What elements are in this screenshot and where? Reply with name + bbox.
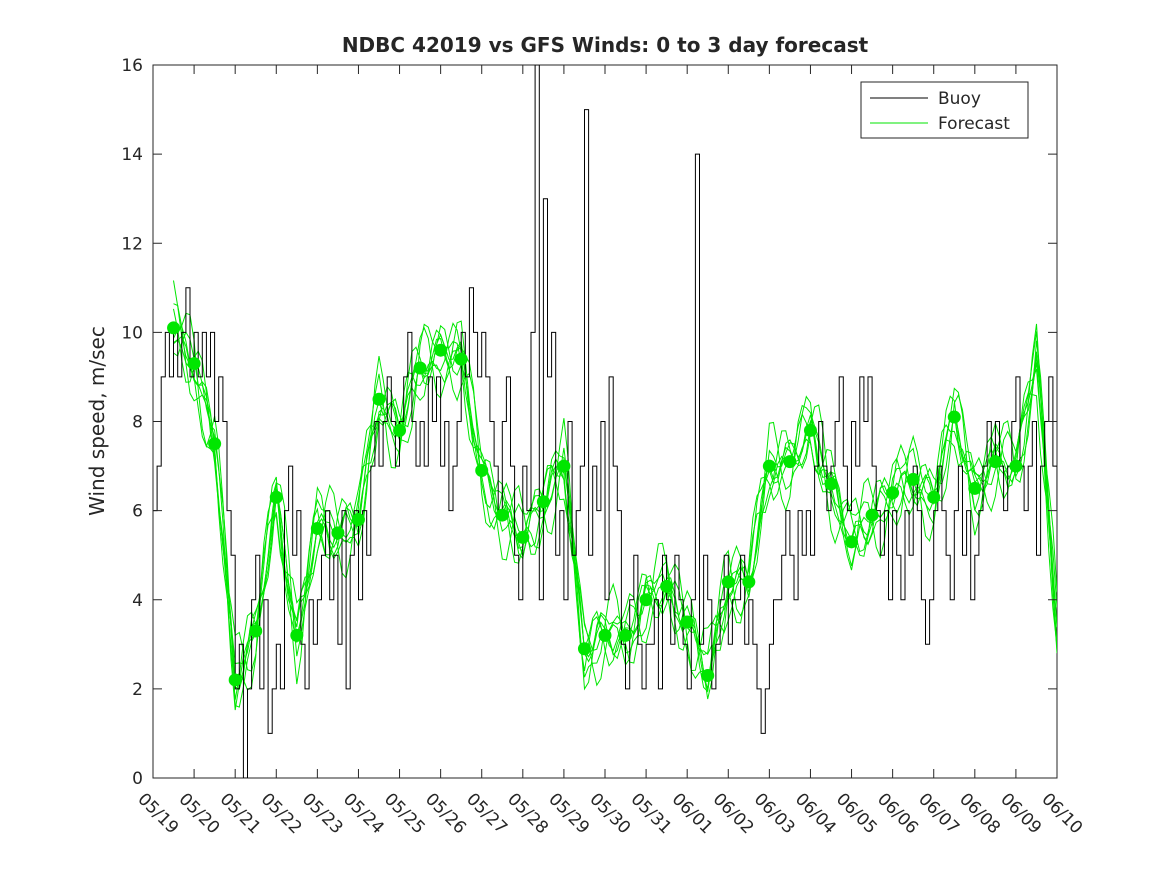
y-tick-label: 2 — [132, 680, 143, 700]
forecast-marker — [927, 490, 941, 504]
buoy-line — [153, 65, 1057, 778]
forecast-marker — [598, 628, 612, 642]
forecast-marker — [495, 508, 509, 522]
forecast-markers — [167, 321, 1023, 687]
forecast-marker — [968, 481, 982, 495]
forecast-marker — [208, 437, 222, 451]
forecast-marker — [249, 624, 263, 638]
plot-area: 024681012141605/1905/2005/2105/2205/2305… — [121, 56, 1086, 838]
chart-title: NDBC 42019 vs GFS Winds: 0 to 3 day fore… — [342, 33, 869, 57]
legend: Buoy Forecast — [860, 81, 1029, 139]
forecast-marker — [393, 423, 407, 437]
forecast-marker — [619, 628, 633, 642]
y-tick-label: 6 — [132, 502, 143, 522]
forecast-marker — [351, 513, 365, 527]
forecast-line — [173, 312, 1057, 687]
forecast-marker — [824, 477, 838, 491]
forecast-marker — [434, 343, 448, 357]
forecast-marker — [290, 628, 304, 642]
forecast-line — [173, 333, 1057, 691]
y-axis-label: Wind speed, m/sec — [85, 326, 109, 516]
forecast-marker — [187, 357, 201, 371]
forecast-marker — [372, 392, 386, 406]
forecast-marker — [680, 615, 694, 629]
y-tick-label: 16 — [121, 56, 143, 76]
forecast-marker — [906, 472, 920, 486]
forecast-marker — [167, 321, 181, 335]
forecast-marker — [577, 642, 591, 656]
forecast-marker — [742, 575, 756, 589]
forecast-marker — [639, 593, 653, 607]
y-axis: 0 2 4 6 8 10 12 14 16 — [121, 56, 1057, 789]
y-tick-label: 14 — [121, 145, 143, 165]
forecast-marker — [660, 579, 674, 593]
legend-label: Buoy — [938, 89, 981, 109]
forecast-marker — [228, 673, 242, 687]
forecast-marker — [845, 535, 859, 549]
forecast-marker — [988, 455, 1002, 469]
forecast-marker — [783, 455, 797, 469]
forecast-marker — [454, 352, 468, 366]
forecast-marker — [310, 521, 324, 535]
forecast-marker — [803, 423, 817, 437]
forecast-marker — [1009, 459, 1023, 473]
y-tick-label: 12 — [121, 234, 143, 254]
legend-label: Forecast — [938, 114, 1010, 134]
forecast-marker — [886, 486, 900, 500]
forecast-marker — [721, 575, 735, 589]
forecast-marker — [762, 459, 776, 473]
forecast-marker — [947, 410, 961, 424]
forecast-marker — [557, 459, 571, 473]
forecast-line — [173, 280, 1057, 691]
y-tick-label: 0 — [132, 769, 143, 789]
forecast-marker — [516, 530, 530, 544]
forecast-marker — [701, 669, 715, 683]
y-tick-label: 10 — [121, 323, 143, 343]
forecast-marker — [475, 464, 489, 478]
forecast-marker — [536, 495, 550, 509]
forecast-marker — [331, 526, 345, 540]
forecast-marker — [413, 361, 427, 375]
legend-box — [860, 81, 1029, 139]
forecast-marker — [269, 490, 283, 504]
y-tick-label: 8 — [132, 413, 143, 433]
buoy-series — [153, 65, 1057, 778]
y-tick-label: 4 — [132, 591, 143, 611]
forecast-marker — [865, 508, 879, 522]
